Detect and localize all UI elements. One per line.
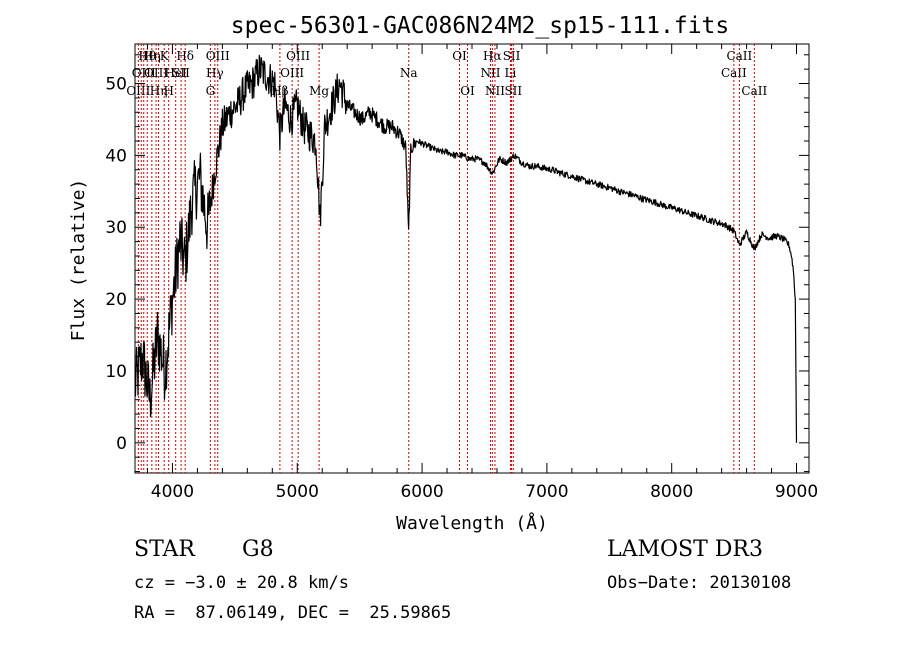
x-tick-label: 5000 — [276, 482, 319, 502]
line-marker-label: OI — [452, 49, 467, 63]
flux-series-line — [134, 54, 798, 443]
spectral-line-markers: OIIIOIIIHθHηOIIIHηKHHeISIIHδGHγOIIIHβOII… — [126, 44, 767, 473]
line-marker-label: H — [163, 84, 173, 98]
axis-labels: 4000 5000 6000 7000 8000 9000 0 10 20 30 40 50 — [105, 75, 818, 502]
line-marker-label: SII — [504, 84, 522, 98]
line-marker-label: Hγ — [206, 66, 224, 80]
chart-title: spec-56301-GAC086N24M2_sp15-111.fits — [231, 13, 730, 39]
survey-label: LAMOST DR3 — [607, 537, 763, 562]
line-marker-label: Hη — [150, 84, 168, 98]
x-tick-label: 7000 — [525, 482, 568, 502]
line-marker-label: Mg — [309, 84, 329, 98]
line-marker-label: OIII — [206, 49, 230, 63]
line-marker-label: G — [206, 84, 216, 98]
line-marker-label: OIII — [126, 84, 150, 98]
spectral-subclass-label: G8 — [242, 537, 274, 562]
x-tick-label: 4000 — [151, 482, 194, 502]
line-marker-label: OIII — [144, 66, 168, 80]
y-tick-label: 10 — [105, 362, 127, 382]
redshift-velocity: cz = −3.0 ± 20.8 km/s — [134, 573, 349, 593]
line-marker-label: Na — [400, 66, 418, 80]
line-marker-label: NII — [485, 84, 505, 98]
y-axis-label: Flux (relative) — [68, 179, 89, 342]
line-marker-label: OI — [460, 84, 475, 98]
y-tick-label: 0 — [116, 434, 127, 454]
line-marker-label: Hη — [143, 49, 161, 63]
line-marker-label: OIII — [286, 49, 310, 63]
y-tick-label: 40 — [105, 146, 127, 166]
line-marker-label: Li — [505, 66, 517, 80]
line-marker-label: CaII — [726, 49, 752, 63]
observation-date: Obs−Date: 20130108 — [607, 573, 792, 593]
line-marker-label: Hδ — [176, 49, 194, 63]
line-marker-label: NII — [480, 66, 500, 80]
x-axis-label: Wavelength (Å) — [396, 512, 548, 534]
x-tick-label: 6000 — [400, 482, 443, 502]
y-tick-label: 20 — [105, 290, 127, 310]
axis-ticks — [135, 44, 809, 473]
line-marker-label: SII — [172, 66, 190, 80]
ra-dec-coordinates: RA = 87.06149, DEC = 25.59865 — [134, 603, 452, 623]
line-marker-label: K — [160, 49, 170, 63]
line-marker-label: Hα — [483, 49, 502, 63]
y-tick-label: 30 — [105, 218, 127, 238]
x-tick-label: 9000 — [775, 482, 818, 502]
line-marker-label: SII — [503, 49, 521, 63]
y-tick-label: 50 — [105, 75, 127, 95]
line-marker-label: CaII — [741, 84, 767, 98]
line-marker-label: CaII — [721, 66, 747, 80]
x-tick-label: 8000 — [650, 482, 693, 502]
object-class-label: STAR — [134, 537, 195, 562]
line-marker-label: OIII — [280, 66, 304, 80]
